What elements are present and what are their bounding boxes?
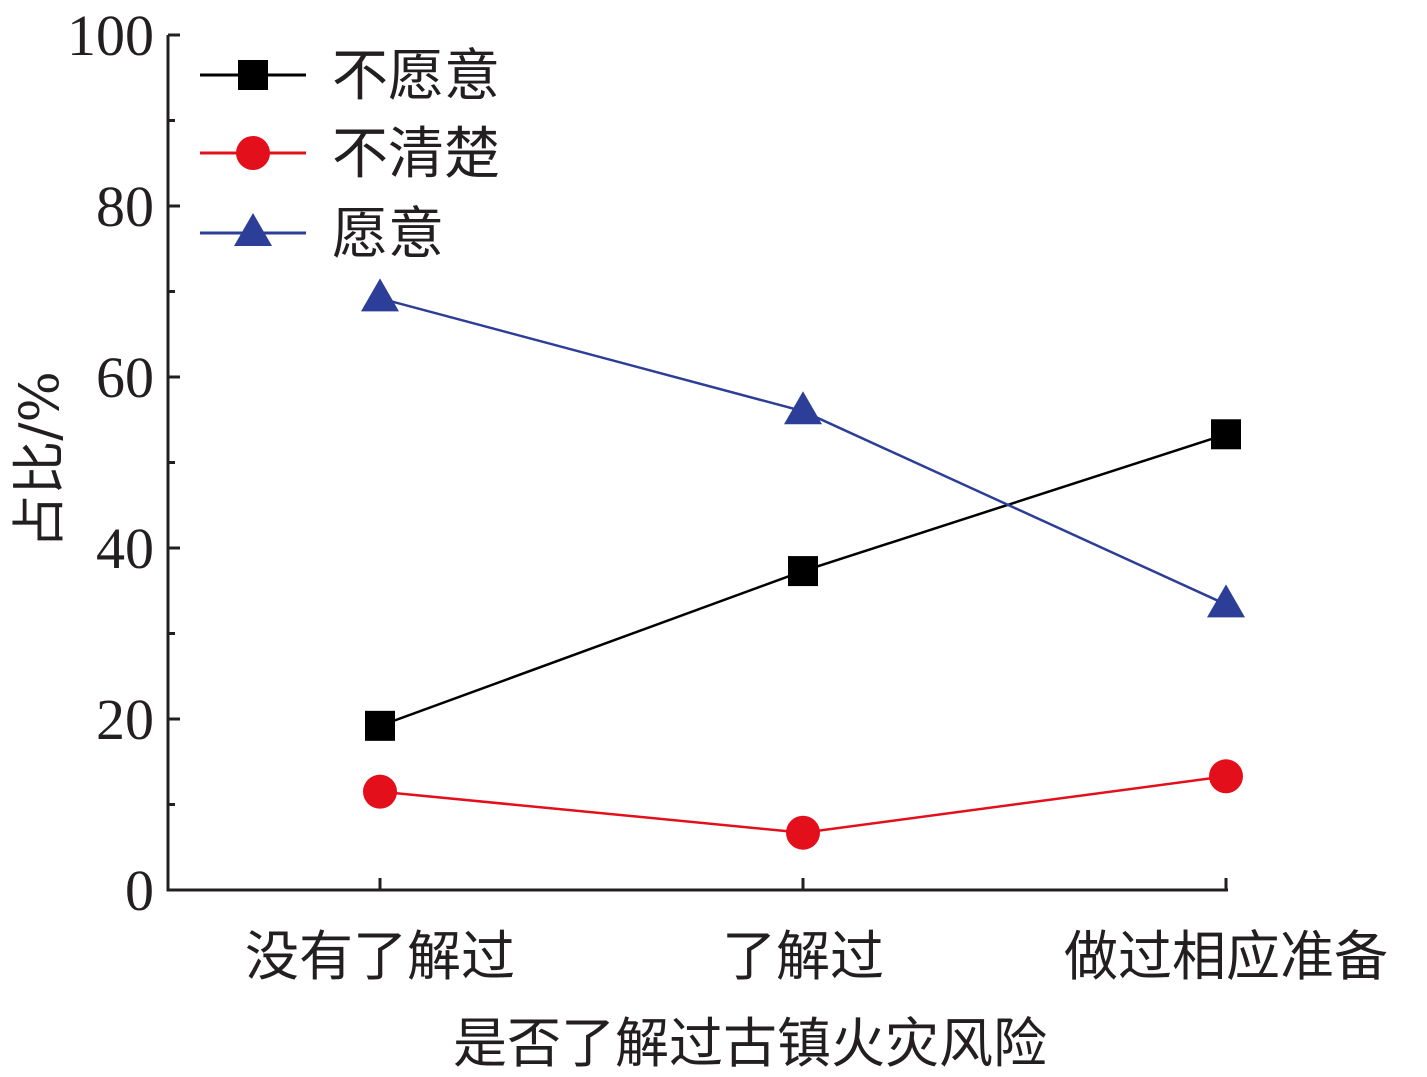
- y-tick-label: 40: [96, 516, 154, 581]
- legend-label: 不愿意: [332, 44, 500, 109]
- axes: 0 20 40 60 80 100 没有了解过 了解过 做过相应准备: [67, 3, 1388, 988]
- y-axis-title: 占比/%: [8, 371, 71, 549]
- series-layer: [361, 278, 1245, 850]
- legend-marker: [238, 60, 268, 90]
- data-point: [1207, 584, 1245, 618]
- y-tick-label: 0: [125, 858, 154, 923]
- series-3: [361, 278, 1245, 618]
- legend-entry: 愿意: [200, 202, 444, 267]
- data-point: [1211, 419, 1241, 450]
- legend-label: 不清楚: [332, 122, 500, 187]
- data-point: [786, 815, 820, 850]
- x-tick-label: 了解过: [722, 925, 884, 988]
- data-point: [361, 278, 399, 312]
- series-1: [365, 419, 1241, 741]
- y-tick-label: 20: [96, 687, 154, 752]
- legend-marker: [234, 213, 272, 246]
- x-axis-title: 是否了解过古镇火灾风险: [453, 1012, 1047, 1075]
- data-point: [784, 391, 822, 425]
- legend-entry: 不愿意: [200, 44, 500, 109]
- y-tick-label: 80: [96, 174, 154, 239]
- data-point: [788, 556, 818, 587]
- data-point: [365, 710, 395, 741]
- x-tick-label: 没有了解过: [245, 925, 515, 988]
- legend-entry: 不清楚: [200, 122, 500, 187]
- legend-marker: [236, 136, 270, 170]
- data-point: [363, 774, 397, 809]
- legend-label: 愿意: [332, 202, 444, 267]
- x-tick-label: 做过相应准备: [1064, 925, 1388, 988]
- y-tick-label: 100: [67, 3, 154, 68]
- y-tick-label: 60: [96, 345, 154, 410]
- data-point: [1209, 759, 1243, 794]
- series-2: [363, 759, 1243, 850]
